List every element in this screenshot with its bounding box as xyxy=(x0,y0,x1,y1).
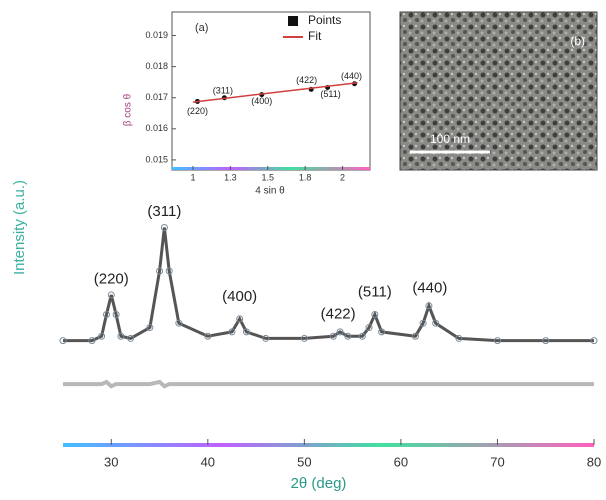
point-label: (400) xyxy=(251,96,272,106)
line-series xyxy=(63,382,594,386)
x-axis-label: 2θ (deg) xyxy=(291,475,347,492)
x-tick-label: 60 xyxy=(394,454,408,469)
point-label: (311) xyxy=(213,85,233,95)
peak-label: (400) xyxy=(222,288,257,305)
legend-label: Fit xyxy=(308,29,322,43)
tem-inset: (b) 100 nm xyxy=(400,12,597,170)
x-tick-label: 1.8 xyxy=(299,172,312,182)
peak-label: (311) xyxy=(147,203,181,220)
y-tick-label: 0.017 xyxy=(145,92,168,102)
x-tick-label: 80 xyxy=(587,454,601,469)
legend-label: Points xyxy=(308,13,341,27)
x-tick-label: 1.3 xyxy=(224,172,237,182)
x-tick-label: 70 xyxy=(490,454,504,469)
inset-title: (a) xyxy=(195,22,208,34)
y-tick-label: 0.015 xyxy=(145,154,168,164)
y-tick-label: 0.019 xyxy=(145,30,168,40)
point-label: (511) xyxy=(320,89,340,99)
x-tick-label: 30 xyxy=(104,454,118,469)
tem-image xyxy=(400,12,597,170)
peak-label: (422) xyxy=(321,305,356,322)
axis-bar xyxy=(63,443,594,447)
point-label: (440) xyxy=(341,71,362,81)
x-tick-label: 2 xyxy=(340,172,345,182)
point-label: (422) xyxy=(296,75,317,85)
legend-swatch xyxy=(288,16,298,26)
inset-axis-bar xyxy=(172,167,370,170)
page: 30 40 50 60 70 80 2θ (deg) Intensity (a.u.) (220… xyxy=(0,0,606,500)
y-axis-label: Intensity (a.u.) xyxy=(11,180,28,275)
line-series xyxy=(63,228,594,341)
inset-label: (b) xyxy=(570,34,585,48)
inset-y-label: β cos θ xyxy=(123,93,134,126)
x-tick-label: 50 xyxy=(297,454,311,469)
y-tick-label: 0.018 xyxy=(145,61,168,71)
y-tick-label: 0.016 xyxy=(145,123,168,133)
x-tick-label: 1 xyxy=(190,172,195,182)
inset-x-label: 4 sin θ xyxy=(255,186,285,197)
point-label: (220) xyxy=(187,106,208,116)
chart: 30 40 50 60 70 80 2θ (deg) Intensity (a.u.) (220… xyxy=(0,0,606,495)
x-tick-label: 1.5 xyxy=(262,172,275,182)
peak-label: (511) xyxy=(358,284,392,301)
x-tick-label: 40 xyxy=(201,454,215,469)
peak-label: (440) xyxy=(412,279,447,296)
peak-label: (220) xyxy=(94,271,129,288)
scale-bar-label: 100 nm xyxy=(430,132,470,146)
